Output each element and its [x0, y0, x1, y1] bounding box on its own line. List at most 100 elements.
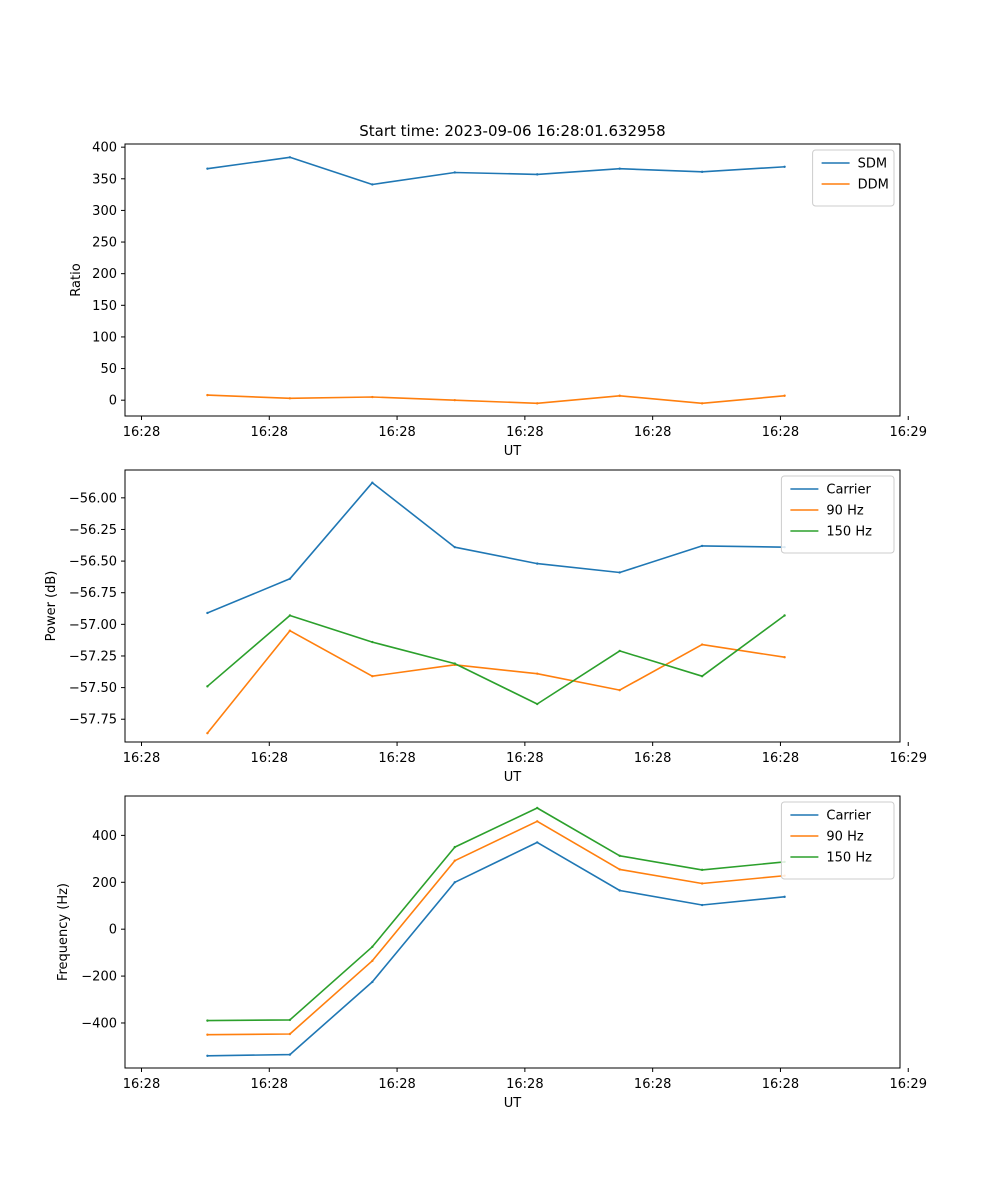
axes-frame [124, 469, 901, 743]
data-point-carrier [700, 544, 704, 548]
data-point-carrier [618, 889, 621, 892]
legend-frame [812, 149, 895, 207]
data-point-ddm [700, 402, 704, 405]
data-point-carrier [206, 611, 209, 615]
data-point-sdm [288, 156, 292, 159]
y-tick-label: 100 [92, 330, 117, 345]
legend: Carrier 90 Hz 150 Hz [780, 801, 895, 880]
data-point-carrier [783, 895, 786, 899]
data-point-ddm [453, 398, 456, 402]
data-point-150-hz [453, 845, 456, 849]
legend-label-sdm: SDM [858, 157, 887, 172]
x-tick-label: 16:28 [506, 1077, 543, 1092]
series-line-sdm [206, 156, 786, 186]
data-point-carrier [618, 571, 621, 574]
data-point-90-hz [618, 868, 621, 871]
data-point-carrier [288, 577, 292, 580]
y-tick-label: 400 [92, 829, 117, 844]
series-line-90-hz [206, 629, 786, 735]
x-axis-label: UT [504, 1096, 522, 1111]
figure-title: Start time: 2023-09-06 16:28:01.632958 [359, 122, 665, 140]
data-point-carrier [536, 841, 539, 844]
y-tick-label: −56.25 [69, 523, 117, 538]
x-tick-label: 16:28 [762, 425, 799, 440]
y-tick-label: 300 [92, 204, 117, 219]
legend-frame [780, 475, 895, 554]
x-tick-label: 16:29 [890, 751, 927, 766]
data-point-150-hz [618, 649, 621, 653]
x-tick-label: 16:28 [378, 1077, 415, 1092]
y-axis-label: Ratio [69, 263, 84, 296]
y-axis-label: Power (dB) [44, 571, 59, 642]
y-tick-label: 200 [92, 267, 117, 282]
y-tick-label: −400 [81, 1016, 117, 1031]
data-point-ddm [371, 395, 374, 399]
data-point-sdm [453, 171, 456, 174]
data-point-carrier [453, 881, 456, 884]
y-axis-label: Frequency (Hz) [56, 883, 71, 981]
chart-panel-3: 16:28 16:28 16:28 16:28 16:28 16:28 16:29 −400 −… [56, 795, 927, 1111]
x-tick-label: 16:28 [634, 751, 671, 766]
data-point-90-hz [536, 820, 539, 823]
x-tick-label: 16:28 [762, 751, 799, 766]
legend-label-90-hz: 90 Hz [826, 830, 863, 845]
data-point-150-hz [371, 640, 374, 644]
data-point-90-hz [206, 1033, 209, 1036]
chart-panel-2: 16:28 16:28 16:28 16:28 16:28 16:28 16:29 −57.7… [44, 469, 927, 785]
data-point-90-hz [700, 882, 704, 885]
data-point-90-hz [288, 1032, 292, 1036]
y-tick-label: 0 [109, 923, 117, 938]
legend-label-ddm: DDM [858, 178, 889, 193]
data-point-carrier [371, 481, 374, 484]
data-point-150-hz [453, 662, 456, 665]
y-tick-label: 0 [109, 394, 117, 409]
y-tick-label: −57.25 [69, 649, 117, 664]
data-point-150-hz [536, 806, 539, 810]
data-point-sdm [700, 170, 704, 174]
data-point-150-hz [536, 702, 539, 706]
legend: SDM DDM [812, 149, 895, 207]
legend-label-150-hz: 150 Hz [826, 525, 872, 540]
x-tick-label: 16:28 [378, 751, 415, 766]
data-point-sdm [618, 167, 621, 170]
data-point-carrier [371, 980, 374, 984]
y-tick-label: −57.00 [69, 618, 117, 633]
x-tick-label: 16:28 [634, 1077, 671, 1092]
chart-panel-1: 16:28 16:28 16:28 16:28 16:28 16:28 16:29 0 50 10… [69, 141, 927, 459]
y-tick-label: 200 [92, 876, 117, 891]
data-point-carrier [453, 545, 456, 549]
data-point-90-hz [618, 688, 621, 692]
x-tick-label: 16:28 [506, 425, 543, 440]
data-point-90-hz [371, 959, 374, 963]
series-line-150-hz [206, 614, 786, 705]
data-point-ddm [783, 394, 786, 397]
data-point-90-hz [536, 672, 539, 675]
x-tick-label: 16:28 [251, 1077, 288, 1092]
x-tick-label: 16:28 [251, 751, 288, 766]
legend: Carrier 90 Hz 150 Hz [780, 475, 895, 554]
x-tick-label: 16:28 [251, 425, 288, 440]
x-axis-label: UT [504, 444, 522, 459]
x-tick-label: 16:28 [123, 425, 160, 440]
legend-label-carrier: Carrier [826, 809, 871, 824]
y-tick-label: 50 [100, 362, 117, 377]
legend-label-150-hz: 150 Hz [826, 851, 872, 866]
y-tick-label: −56.50 [69, 555, 117, 570]
data-point-sdm [206, 167, 209, 170]
data-point-90-hz [288, 629, 292, 632]
x-tick-label: 16:29 [890, 1077, 927, 1092]
data-point-sdm [783, 165, 786, 168]
data-point-90-hz [783, 656, 786, 659]
data-point-150-hz [700, 868, 704, 872]
x-axis-label: UT [504, 770, 522, 785]
axes-frame [124, 795, 901, 1069]
data-point-carrier [206, 1054, 209, 1058]
data-point-150-hz [206, 1019, 209, 1022]
data-point-90-hz [371, 675, 374, 678]
data-point-150-hz [206, 685, 209, 688]
y-tick-label: 350 [92, 172, 117, 187]
y-tick-label: 400 [92, 141, 117, 156]
series-line-150-hz [206, 807, 786, 1022]
x-tick-label: 16:28 [123, 1077, 160, 1092]
